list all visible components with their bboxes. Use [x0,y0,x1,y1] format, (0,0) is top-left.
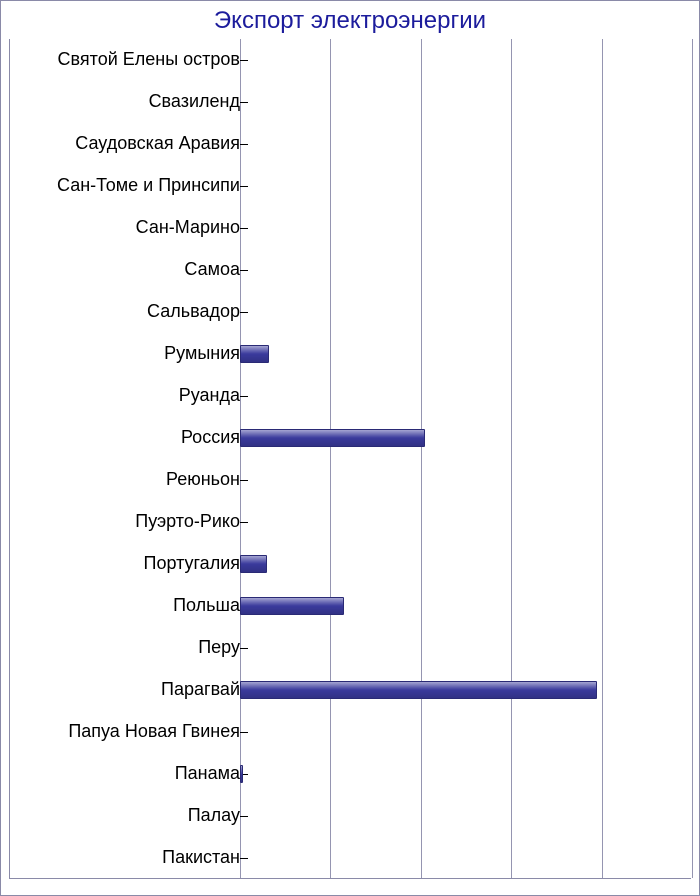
category-label: Руанда [10,385,246,406]
category-label: Румыния [10,343,246,364]
gridline [330,39,331,878]
chart-frame: Экспорт электроэнергии Святой Елены остр… [0,0,700,896]
chart-title: Экспорт электроэнергии [1,1,699,39]
category-label: Папуа Новая Гвинея [10,721,246,742]
axis-tick [240,816,248,817]
category-label: Свазиленд [10,91,246,112]
bar [240,429,425,447]
category-label: Россия [10,427,246,448]
gridline [421,39,422,878]
category-label: Португалия [10,553,246,574]
category-label: Сальвадор [10,301,246,322]
chart-area: Святой Елены остров Свазиленд Саудовская А… [1,39,699,887]
gridline [692,39,693,878]
category-label: Перу [10,637,246,658]
category-label: Пакистан [10,847,246,868]
bar [240,681,597,699]
bar [240,555,267,573]
category-label: Сан-Томе и Принсипи [10,175,246,196]
axis-tick [240,144,248,145]
category-label: Реюньон [10,469,246,490]
category-label: Палау [10,805,246,826]
axis-tick [240,858,248,859]
category-label: Самоа [10,259,246,280]
category-label: Парагвай [10,679,246,700]
axis-tick [240,396,248,397]
axis-tick [240,270,248,271]
category-label: Святой Елены остров [10,49,246,70]
bar [240,597,344,615]
gridline [240,39,241,878]
axis-tick [240,60,248,61]
axis-tick [240,228,248,229]
category-label: Пуэрто-Рико [10,511,246,532]
plot-area: Святой Елены остров Свазиленд Саудовская А… [9,39,691,879]
axis-tick [240,186,248,187]
bar [240,765,243,783]
gridline [511,39,512,878]
category-label: Саудовская Аравия [10,133,246,154]
category-label: Сан-Марино [10,217,246,238]
axis-tick [240,480,248,481]
axis-tick [240,732,248,733]
axis-tick [240,102,248,103]
category-label: Польша [10,595,246,616]
gridline [602,39,603,878]
axis-tick [240,648,248,649]
bar [240,345,269,363]
category-label: Панама [10,763,246,784]
axis-tick [240,522,248,523]
axis-tick [240,312,248,313]
